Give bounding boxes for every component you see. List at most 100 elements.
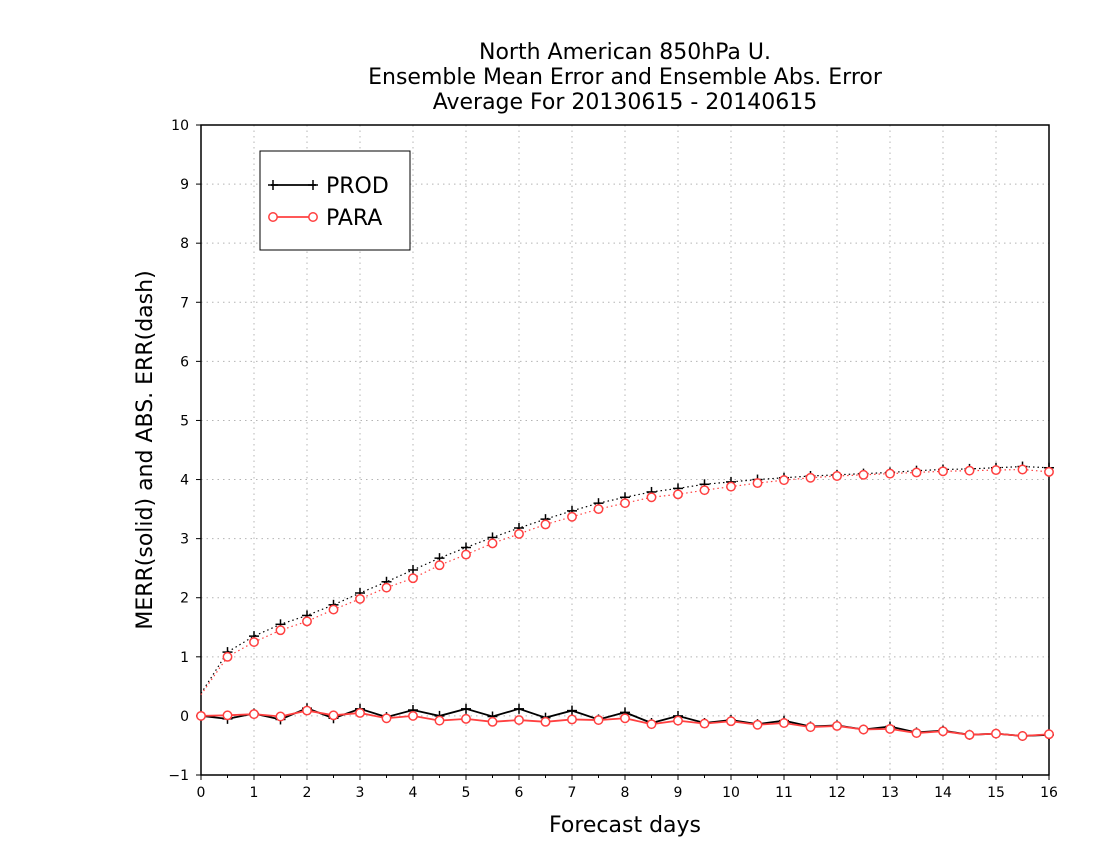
abs-err-point-para (1044, 466, 1054, 477)
x-tick-label: 9 (674, 785, 683, 801)
title-line-1: North American 850hPa U. (479, 40, 771, 65)
abs-err-point-para (487, 538, 498, 549)
merr-point-para (1044, 729, 1054, 740)
legend: PROD PARA (259, 150, 411, 251)
abs-err-point-para (461, 549, 471, 560)
abs-err-point-para (779, 475, 789, 486)
abs-err-point-para (699, 485, 710, 496)
merr-point-prod (567, 705, 577, 716)
merr-point-para (355, 708, 365, 718)
merr-point-para (1017, 731, 1028, 741)
merr-point-para (381, 713, 392, 724)
abs-err-point-para (275, 625, 286, 636)
merr-point-para (249, 709, 259, 720)
abs-err-point-para (673, 489, 683, 500)
merr-point-para (911, 728, 922, 738)
abs-err-point-para (593, 504, 604, 515)
y-tick-label: −1 (168, 768, 189, 784)
x-tick-label: 5 (462, 785, 471, 801)
merr-point-para (699, 718, 710, 729)
abs-err-point-para (858, 469, 869, 480)
x-tick-label: 15 (987, 785, 1005, 801)
y-axis-label: MERR(solid) and ABS. ERR(dash) (133, 270, 158, 629)
abs-err-point-para (620, 498, 630, 509)
x-tick-label: 0 (197, 785, 206, 801)
legend-marker-prod (308, 180, 318, 190)
x-tick-label: 6 (515, 785, 524, 801)
y-tick-label: 8 (180, 236, 189, 252)
abs-err-point-para (911, 467, 922, 478)
legend-label-prod: PROD (326, 174, 389, 199)
merr-point-para (408, 710, 418, 721)
abs-err-point-para (885, 468, 895, 479)
merr-point-para (964, 729, 975, 740)
x-tick-label: 14 (934, 785, 952, 801)
legend-marker-para (308, 212, 318, 222)
abs-err-point-para (328, 604, 339, 615)
merr-point-para (514, 715, 524, 725)
legend-marker-para (268, 212, 278, 222)
series (196, 461, 1054, 741)
x-tick-label: 3 (356, 785, 365, 801)
abs-err-point-para (1017, 464, 1028, 475)
merr-point-para (938, 726, 948, 737)
merr-point-prod (461, 703, 471, 714)
merr-point-prod (514, 703, 524, 714)
merr-point-para (222, 710, 233, 721)
legend-marker-prod (268, 180, 278, 190)
title-line-3: Average For 20130615 - 20140615 (433, 90, 818, 115)
x-tick-label: 11 (775, 785, 793, 801)
abs-err-point-para (805, 472, 816, 483)
merr-point-para (805, 722, 816, 733)
abs-err-point-para (646, 492, 657, 503)
abs-err-point-para (355, 593, 365, 604)
merr-point-para (593, 715, 604, 725)
merr-point-para (858, 724, 869, 735)
merr-point-para (328, 710, 339, 721)
abs-err-point-para (514, 528, 524, 539)
y-tick-label: 0 (180, 709, 189, 725)
abs-err-point-para (249, 637, 259, 647)
merr-point-para (540, 716, 551, 727)
abs-err-point-para (408, 573, 418, 584)
series-para (196, 464, 1054, 741)
abs-err-point-para (726, 481, 736, 492)
merr-point-para (275, 711, 286, 722)
abs-err-point-para (381, 582, 392, 593)
abs-err-point-para (991, 465, 1001, 476)
merr-point-para (885, 723, 895, 734)
y-tick-label: 9 (180, 177, 189, 193)
merr-point-para (487, 716, 498, 727)
x-tick-label: 7 (568, 785, 577, 801)
y-tick-label: 1 (180, 650, 189, 666)
merr-point-para (461, 713, 471, 724)
x-tick-label: 1 (250, 785, 259, 801)
merr-point-para (752, 719, 763, 730)
legend-label-para: PARA (326, 206, 382, 231)
merr-point-para (832, 721, 842, 731)
merr-point-para (620, 713, 630, 724)
y-tick-label: 4 (180, 473, 189, 489)
abs-err-point-para (938, 466, 948, 477)
x-tick-label: 12 (828, 785, 846, 801)
y-tick-label: 2 (180, 591, 189, 607)
y-tick-label: 10 (171, 118, 189, 134)
x-tick-label: 10 (722, 785, 740, 801)
abs-err-point-para (567, 511, 577, 522)
y-tick-label: 3 (180, 532, 189, 548)
y-tick-label: 7 (180, 295, 189, 311)
merr-point-para (302, 705, 312, 716)
merr-point-para (646, 719, 657, 730)
x-tick-label: 13 (881, 785, 899, 801)
legend-box (259, 150, 411, 251)
title-line-2: Ensemble Mean Error and Ensemble Abs. Er… (368, 65, 883, 90)
abs-err-point-para (540, 519, 551, 530)
abs-err-point-para (832, 471, 842, 481)
x-axis-label: Forecast days (549, 813, 701, 838)
abs-err-line-prod (200, 465, 1050, 694)
merr-point-para (726, 716, 736, 727)
merr-point-para (567, 714, 577, 725)
merr-point-para (779, 718, 789, 728)
